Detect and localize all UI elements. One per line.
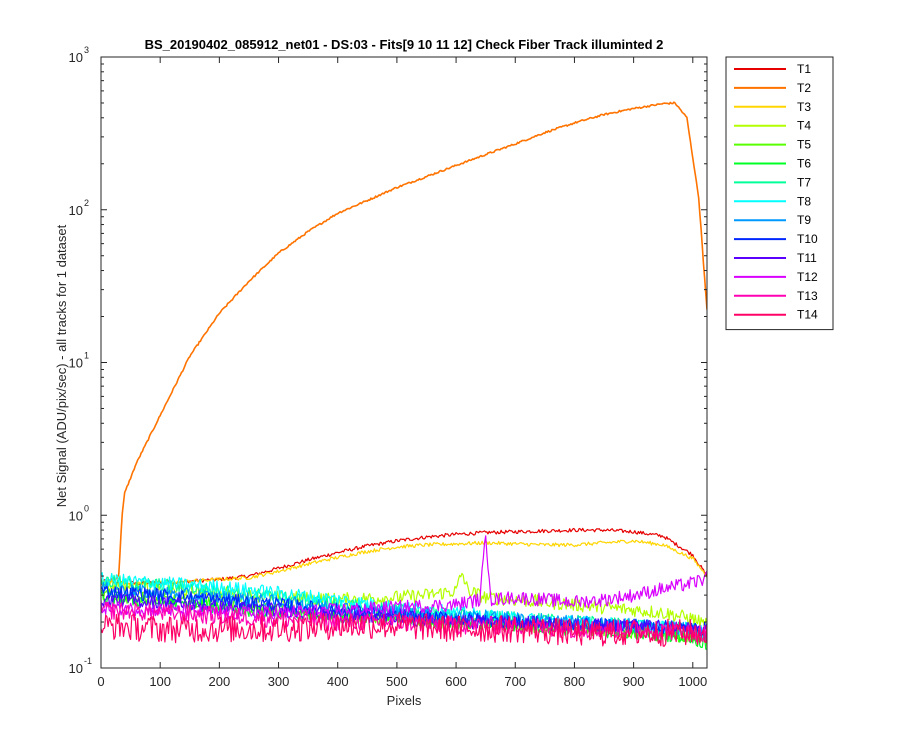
legend-label-t2: T2	[797, 81, 811, 95]
legend-label-t3: T3	[797, 100, 811, 114]
y-tick-label: 10	[69, 356, 83, 371]
x-tick-label: 700	[504, 674, 526, 689]
series-line-t2	[101, 101, 707, 586]
chart-title: BS_20190402_085912_net01 - DS:03 - Fits[…	[145, 37, 664, 52]
x-tick-label: 800	[564, 674, 586, 689]
legend-label-t4: T4	[797, 119, 811, 133]
plot-area	[101, 101, 707, 650]
series-line-t1	[101, 527, 707, 586]
x-tick-label: 400	[327, 674, 349, 689]
legend-label-t11: T11	[797, 251, 817, 265]
axes-box	[100, 56, 708, 669]
legend-label-t1: T1	[797, 62, 811, 76]
y-tick-label: 10	[69, 203, 83, 218]
x-tick-label: 200	[209, 674, 231, 689]
legend-label-t5: T5	[797, 138, 811, 152]
x-tick-label: 900	[623, 674, 645, 689]
legend-label-t13: T13	[797, 289, 818, 303]
x-tick-label: 500	[386, 674, 408, 689]
x-axis-label: Pixels	[387, 693, 422, 708]
legend-label-t7: T7	[797, 175, 811, 189]
y-tick-label: 10	[69, 661, 83, 676]
x-tick-label: 600	[445, 674, 467, 689]
legend-label-t6: T6	[797, 157, 811, 171]
legend-label-t8: T8	[797, 194, 811, 208]
series-line-t3	[101, 539, 707, 586]
legend-label-t10: T10	[797, 232, 818, 246]
y-tick-exponent: 2	[84, 198, 89, 208]
x-tick-label: 0	[97, 674, 104, 689]
series-line-t12	[101, 535, 707, 621]
y-tick-exponent: 3	[84, 45, 89, 55]
series-line-t10	[101, 585, 707, 637]
y-tick-exponent: 1	[84, 351, 89, 361]
x-tick-label: 300	[268, 674, 290, 689]
series-line-t14	[101, 612, 707, 647]
x-tick-label: 1000	[678, 674, 707, 689]
legend-box	[725, 56, 834, 331]
legend-label-t14: T14	[797, 308, 818, 322]
legend-label-t12: T12	[797, 270, 818, 284]
x-axis: 0 100 200 300 400 500 600 700 800 900 1000	[97, 57, 707, 689]
y-tick-label: 10	[69, 50, 83, 65]
legend-label-t9: T9	[797, 213, 811, 227]
y-tick-exponent: -1	[84, 656, 92, 666]
legend: T1 T2 T3 T4 T5 T6 T7 T8 T9 T10 T11 T12 T13 T14	[725, 56, 834, 331]
y-tick-exponent: 0	[84, 503, 89, 513]
y-tick-label: 10	[69, 508, 83, 523]
y-axis-label: Net Signal (ADU/pix/sec) - all tracks fo…	[54, 224, 69, 507]
x-tick-label: 100	[149, 674, 171, 689]
